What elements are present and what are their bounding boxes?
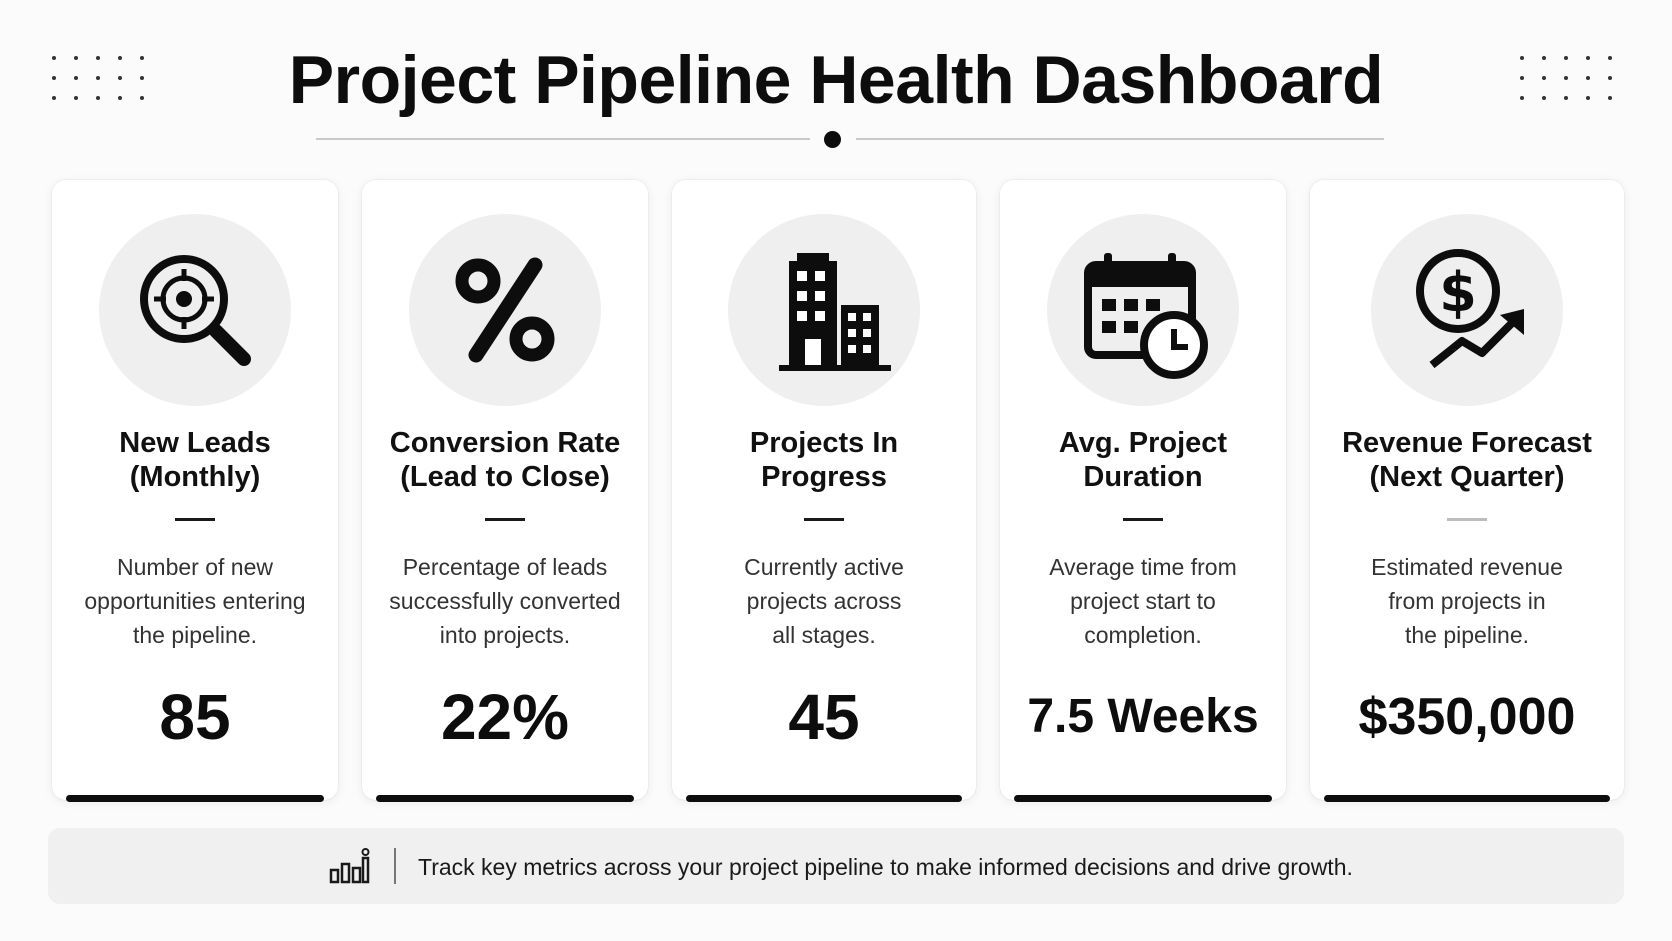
dot	[118, 76, 122, 80]
metric-card-new-leads: New Leads (Monthly) Number of new opport…	[52, 180, 338, 802]
label-divider	[485, 518, 525, 521]
dot	[1564, 56, 1568, 60]
percent-icon	[409, 214, 601, 406]
dot	[52, 96, 56, 100]
label-divider	[804, 518, 844, 521]
dot	[96, 76, 100, 80]
metric-label: New Leads (Monthly)	[119, 427, 271, 493]
page-title: Project Pipeline Health Dashboard	[288, 42, 1384, 118]
metric-card-avg-project-duration: Avg. Project Duration Average time from …	[1000, 180, 1286, 802]
dot	[1542, 56, 1546, 60]
dollar-growth-icon: $	[1371, 214, 1563, 406]
dot	[1520, 76, 1524, 80]
dot	[52, 56, 56, 60]
metric-label: Revenue Forecast (Next Quarter)	[1342, 427, 1592, 493]
metric-value: 7.5 Weeks	[1027, 690, 1259, 743]
metric-description: Average time from project start to compl…	[1049, 554, 1237, 648]
dot	[1608, 56, 1612, 60]
card-accent-bar	[686, 795, 962, 802]
card-accent-bar	[1014, 795, 1272, 802]
label-divider	[1447, 518, 1487, 521]
metric-description: Number of new opportunities entering the…	[84, 554, 306, 648]
card-accent-bar	[376, 795, 634, 802]
title-divider-dot	[824, 131, 841, 148]
title-divider-left	[316, 138, 810, 140]
dot	[1608, 76, 1612, 80]
buildings-icon	[728, 214, 920, 406]
dot	[96, 96, 100, 100]
dot	[1608, 96, 1612, 100]
metric-label: Avg. Project Duration	[1058, 427, 1228, 493]
target-search-icon	[99, 214, 291, 406]
metric-value: 85	[159, 681, 231, 753]
dot	[1564, 96, 1568, 100]
dot	[96, 56, 100, 60]
dot	[1586, 96, 1590, 100]
dot	[118, 56, 122, 60]
footer-banner: Track key metrics across your project pi…	[48, 828, 1624, 904]
dot	[140, 56, 144, 60]
dot	[140, 76, 144, 80]
dot	[1542, 96, 1546, 100]
metric-value: 45	[788, 681, 860, 753]
metric-card-revenue-forecast: $ Revenue Forecast (Next Quarter) Estima…	[1310, 180, 1624, 802]
dot	[1520, 56, 1524, 60]
metric-value: $350,000	[1358, 688, 1576, 746]
footer-text: Track key metrics across your project pi…	[418, 854, 1353, 880]
card-accent-bar	[66, 795, 324, 802]
metric-label: Projects In Progress	[749, 427, 899, 493]
dot	[1542, 76, 1546, 80]
metric-description: Estimated revenue from projects in the p…	[1371, 554, 1563, 648]
dot-grid-right-decoration	[1520, 56, 1620, 104]
dot	[1564, 76, 1568, 80]
dot	[74, 56, 78, 60]
dot	[140, 96, 144, 100]
label-divider	[1123, 518, 1163, 521]
footer-separator	[394, 848, 396, 884]
dot	[1520, 96, 1524, 100]
dot	[52, 76, 56, 80]
dot	[74, 96, 78, 100]
title-divider-right	[856, 138, 1384, 140]
svg-text:$: $	[1439, 261, 1477, 324]
metric-card-conversion-rate: Conversion Rate (Lead to Close) Percenta…	[362, 180, 648, 802]
dot	[118, 96, 122, 100]
metric-label: Conversion Rate (Lead to Close)	[389, 427, 621, 493]
metric-description: Percentage of leads successfully convert…	[389, 554, 621, 648]
metric-description: Currently active projects across all sta…	[744, 554, 904, 648]
metric-card-projects-in-progress: Projects In Progress Currently active pr…	[672, 180, 976, 802]
calendar-clock-icon	[1047, 214, 1239, 406]
dot	[1586, 76, 1590, 80]
bar-chart-icon	[328, 848, 370, 886]
label-divider	[175, 518, 215, 521]
dot-grid-left-decoration	[52, 56, 152, 104]
card-accent-bar	[1324, 795, 1610, 802]
dot	[74, 76, 78, 80]
metric-value: 22%	[440, 681, 570, 753]
dot	[1586, 56, 1590, 60]
